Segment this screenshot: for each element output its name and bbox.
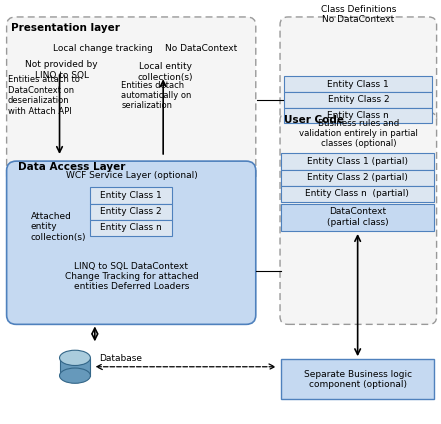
Bar bbox=[60, 358, 90, 376]
Bar bbox=[90, 204, 172, 220]
Text: Entity Class n  (partial): Entity Class n (partial) bbox=[306, 189, 409, 198]
Ellipse shape bbox=[60, 368, 90, 383]
Bar bbox=[281, 186, 434, 202]
Text: Entities detach
automatically on
serialization: Entities detach automatically on seriali… bbox=[121, 81, 192, 110]
Text: Not provided by
LINQ to SQL: Not provided by LINQ to SQL bbox=[26, 60, 98, 80]
FancyBboxPatch shape bbox=[280, 17, 437, 129]
Text: LINQ to SQL DataContext
Change Tracking for attached
entities Deferred Loaders: LINQ to SQL DataContext Change Tracking … bbox=[64, 262, 198, 291]
Text: Entity Class 1: Entity Class 1 bbox=[100, 191, 162, 200]
Text: No DataContext: No DataContext bbox=[165, 44, 238, 53]
Bar bbox=[90, 187, 172, 204]
Text: Entity Class 1 (partial): Entity Class 1 (partial) bbox=[307, 157, 408, 166]
Bar bbox=[284, 108, 432, 123]
Text: Database: Database bbox=[99, 354, 142, 363]
FancyBboxPatch shape bbox=[280, 112, 437, 324]
Text: Local entity
collection(s): Local entity collection(s) bbox=[138, 62, 193, 82]
Text: Class Definitions: Class Definitions bbox=[321, 5, 396, 14]
Text: Entity Class 2: Entity Class 2 bbox=[328, 95, 389, 104]
Text: No DataContext: No DataContext bbox=[322, 15, 395, 24]
Bar bbox=[281, 170, 434, 186]
Text: Entity Class 2: Entity Class 2 bbox=[101, 207, 162, 216]
Text: Entities attach to
DataContext on
deserialization
with Attach API: Entities attach to DataContext on deseri… bbox=[8, 75, 80, 115]
Text: Attached
entity
collection(s): Attached entity collection(s) bbox=[31, 212, 86, 242]
Bar bbox=[90, 220, 172, 236]
Text: Entity Class 1: Entity Class 1 bbox=[327, 80, 389, 89]
Text: Business rules and
validation entirely in partial
classes (optional): Business rules and validation entirely i… bbox=[299, 119, 418, 148]
Text: WCF Service Layer (optional): WCF Service Layer (optional) bbox=[66, 171, 197, 181]
Text: DataContext
(partial class): DataContext (partial class) bbox=[327, 207, 389, 227]
Bar bbox=[281, 359, 434, 399]
Bar bbox=[281, 153, 434, 170]
Bar bbox=[284, 92, 432, 108]
Text: Separate Business logic
component (optional): Separate Business logic component (optio… bbox=[303, 370, 412, 389]
Bar bbox=[281, 204, 434, 231]
Text: User Code: User Code bbox=[284, 114, 344, 125]
Ellipse shape bbox=[60, 350, 90, 365]
FancyBboxPatch shape bbox=[7, 161, 256, 324]
Bar bbox=[284, 76, 432, 92]
FancyBboxPatch shape bbox=[7, 17, 256, 184]
Text: Entity Class 2 (partial): Entity Class 2 (partial) bbox=[307, 173, 408, 182]
Text: Presentation layer: Presentation layer bbox=[11, 23, 120, 33]
Text: Data Access Layer: Data Access Layer bbox=[18, 162, 125, 173]
Text: Local change tracking: Local change tracking bbox=[53, 44, 153, 53]
Text: Entity Class n: Entity Class n bbox=[100, 223, 162, 232]
Text: Entity Class n: Entity Class n bbox=[327, 111, 389, 120]
